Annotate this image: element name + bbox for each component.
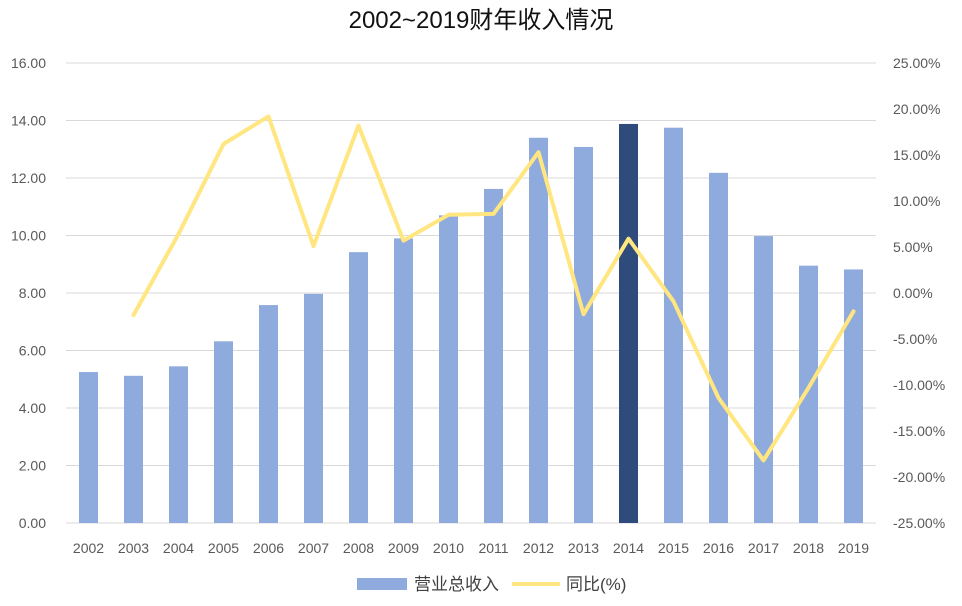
x-tick-label: 2008 [343,540,374,556]
left-tick-label: 14.00 [11,113,46,129]
chart-title: 2002~2019财年收入情况 [349,7,614,34]
yoy-point-2007 [312,244,315,248]
yoy-point-2017 [762,458,765,462]
bar-2005 [214,341,233,523]
bar-2015 [664,127,683,523]
bar-2010 [439,215,458,523]
right-tick-label: -5.00% [893,331,937,347]
right-tick-label: -25.00% [893,515,945,531]
x-tick-label: 2016 [703,540,734,556]
bar-2003 [124,375,143,523]
bar-2004 [169,366,188,523]
x-axis: 2002 2003 2004 2005 2006 2007 2008 2009 2010 2011… [73,540,869,556]
bar-2011 [484,188,503,524]
x-tick-label: 2017 [748,540,779,556]
bar-2016 [709,172,728,523]
x-tick-label: 2014 [613,540,644,556]
right-tick-label: 20.00% [893,101,940,117]
legend: 营业总收入 同比(%) [357,575,626,594]
x-tick-label: 2005 [208,540,239,556]
left-tick-label: 4.00 [19,400,46,416]
left-tick-label: 10.00 [11,228,46,244]
right-axis: -25.00% -20.00% -15.00% -10.00% -5.00% 0.00% 5… [893,55,945,531]
left-tick-label: 2.00 [19,458,46,474]
left-tick-label: 6.00 [19,343,46,359]
legend-swatch-revenue [357,578,407,590]
yoy-point-2014 [627,237,630,241]
x-tick-label: 2011 [478,540,508,556]
bar-2019 [844,269,863,523]
left-tick-label: 12.00 [11,170,46,186]
yoy-point-2004 [177,232,180,236]
yoy-point-2009 [402,239,405,243]
bar-2009 [394,238,413,523]
gridlines [66,62,876,524]
bar-2002 [79,372,98,523]
x-tick-label: 2002 [73,540,104,556]
left-tick-label: 16.00 [11,55,46,71]
x-tick-label: 2019 [838,540,869,556]
right-tick-label: 10.00% [893,193,940,209]
yoy-point-2010 [447,213,450,217]
bar-2008 [349,252,368,524]
left-tick-label: 8.00 [19,285,46,301]
right-tick-label: 25.00% [893,55,940,71]
x-tick-label: 2012 [523,540,554,556]
legend-label-yoy: 同比(%) [566,575,626,594]
legend-label-revenue: 营业总收入 [414,575,499,594]
right-tick-label: -15.00% [893,423,945,439]
bar-2017 [754,236,773,523]
yoy-point-2011 [492,212,495,216]
yoy-point-2005 [222,142,225,146]
bar-2018 [799,265,818,523]
yoy-point-2018 [807,386,810,390]
yoy-point-2006 [267,114,270,118]
x-tick-label: 2004 [163,540,194,556]
yoy-point-2008 [357,124,360,128]
bar-2007 [304,293,323,523]
bar-2006 [259,305,278,523]
line-series [131,114,856,463]
yoy-point-2013 [582,312,585,316]
bar-2012 [529,137,548,523]
left-axis: 0.00 2.00 4.00 6.00 8.00 10.00 12.00 14.00 16.00 [11,55,46,531]
x-tick-label: 2010 [433,540,464,556]
right-tick-label: -10.00% [893,377,945,393]
yoy-point-2012 [537,150,540,154]
yoy-point-2003 [132,313,135,317]
right-tick-label: 15.00% [893,147,940,163]
yoy-point-2015 [672,299,675,303]
x-tick-label: 2007 [298,540,329,556]
yoy-point-2016 [717,396,720,400]
bar-2014 [619,123,638,523]
bar-series [79,123,863,524]
x-tick-label: 2003 [118,540,149,556]
right-tick-label: 0.00% [893,285,933,301]
bar-2013 [574,146,593,523]
x-tick-label: 2018 [793,540,824,556]
x-tick-label: 2006 [253,540,284,556]
x-tick-label: 2009 [388,540,419,556]
x-tick-label: 2015 [658,540,689,556]
left-tick-label: 0.00 [19,515,46,531]
x-tick-label: 2013 [568,540,599,556]
right-tick-label: 5.00% [893,239,933,255]
yoy-point-2019 [852,309,855,313]
right-tick-label: -20.00% [893,469,945,485]
